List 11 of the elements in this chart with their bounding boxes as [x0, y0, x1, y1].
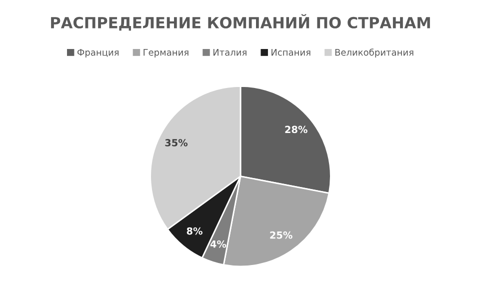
legend-label: Великобритания	[335, 48, 414, 58]
legend-label: Франция	[77, 49, 119, 58]
legend-label: Германия	[144, 49, 188, 58]
data-label: 8%	[186, 227, 202, 235]
data-label: 4%	[210, 240, 226, 248]
data-label: 35%	[165, 139, 188, 146]
legend-label: Испания	[272, 49, 310, 56]
legend-label: Италия	[213, 49, 246, 56]
chart-title: РАСПРЕДЕЛЕНИЕ КОМПАНИЙ ПО СТРАНАМ	[51, 14, 430, 31]
data-label: 25%	[270, 231, 292, 239]
data-label: 28%	[285, 126, 308, 134]
